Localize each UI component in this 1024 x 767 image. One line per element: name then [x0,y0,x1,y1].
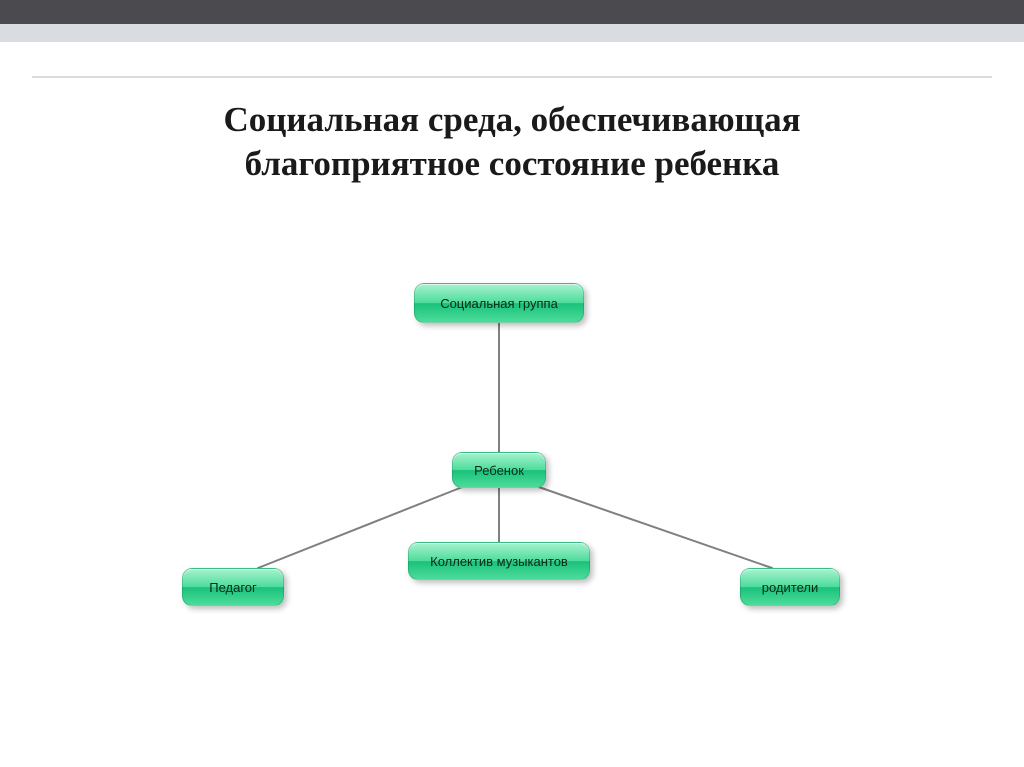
node-child: Ребенок [452,452,546,488]
node-label: Педагог [209,580,257,595]
node-label: родители [762,580,818,595]
node-social-group: Социальная группа [414,283,584,323]
diagram-layer: Социальная группа Ребенок Коллектив музы… [0,0,1024,767]
node-teacher: Педагог [182,568,284,606]
node-label: Социальная группа [440,296,558,311]
node-label: Ребенок [474,463,524,478]
node-label: Коллектив музыкантов [430,554,568,569]
node-musicians: Коллектив музыкантов [408,542,590,580]
node-parents: родители [740,568,840,606]
